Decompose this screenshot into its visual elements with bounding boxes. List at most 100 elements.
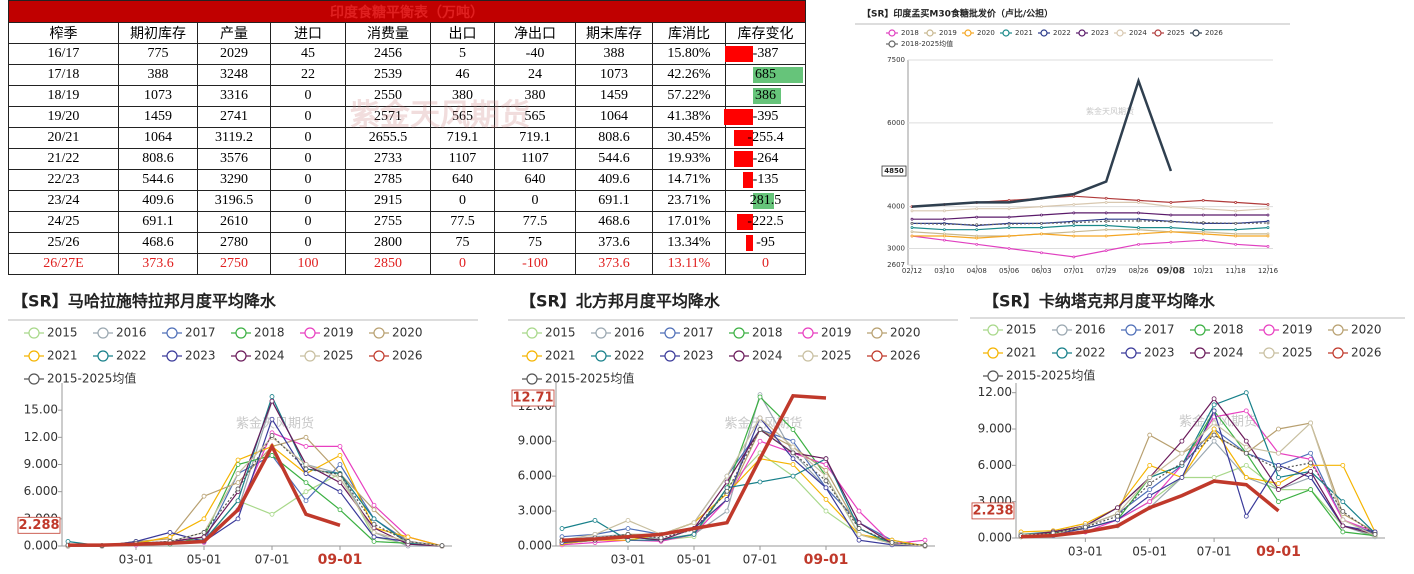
y-tick-label: 9.000 [978,422,1012,436]
y-tick-label: 4000 [887,203,905,211]
table-cell: 30.45% [652,127,726,149]
data-point [1072,234,1076,238]
legend-label: 2025 [1282,346,1313,360]
current-value-label: 2.238 [972,503,1013,518]
stock-change-cell: -222.5 [725,211,806,233]
current-value-box [881,165,907,177]
stock-change-value: 0 [762,256,769,271]
data-point [625,517,631,523]
legend-label: 2015 [47,326,78,340]
legend-marker [871,327,883,339]
legend-marker [1078,29,1086,37]
data-point [1276,481,1281,486]
data-point [1211,402,1217,408]
data-point [1072,230,1076,234]
data-point [1179,475,1185,480]
data-point [1201,207,1205,211]
data-point [1137,211,1140,215]
x-tick-label: 05/06 [999,267,1020,275]
table-row: 18/19 1073 3316 0 2550 380 380 1459 57.22% 386 [8,85,806,107]
legend-label: 2025 [323,349,354,363]
column-header: 榨季 [8,22,119,44]
data-point [823,456,829,462]
legend-label: 2023 [1144,346,1175,360]
data-point [790,462,796,467]
series-line [912,212,1268,220]
legend-marker [166,327,178,339]
series-line [912,201,1269,212]
x-tick-label: 10/21 [1193,267,1213,275]
legend-marker [1263,347,1275,359]
legend-marker [235,350,247,362]
header-row: 榨季 期初库存 产量 进口 消费量 出口 净出口 期末库存 库消比 库存变化 [8,22,806,44]
legend-label: 2020 [1351,323,1382,337]
legend-label: 2017 [683,326,714,340]
data-point [1072,194,1076,198]
data-point [303,471,309,476]
legend-label: 2018 [1213,323,1244,337]
y-tick-label: 3.000 [518,504,552,518]
data-point [1007,222,1011,226]
data-point [658,535,664,541]
data-point [625,526,631,531]
x-tick-label: 09-01 [318,552,363,568]
stock-change-value: 281.5 [749,193,782,208]
series-line [911,224,1269,231]
stock-change-cell: -255.4 [725,127,806,149]
legend-marker [987,324,999,336]
series-line [912,231,1268,239]
data-point [856,537,862,543]
data-point [303,498,309,504]
data-point [1276,450,1281,456]
data-point [592,517,598,523]
x-tick-label: 11/18 [1226,267,1246,275]
table-cell: 26/27E [8,253,119,275]
series-line [68,417,443,547]
data-point [1007,207,1011,211]
column-header: 期末库存 [575,22,653,44]
data-point [1340,508,1346,514]
series-line [911,235,1269,258]
x-tick-label: 05-01 [1132,545,1167,559]
data-point [1201,213,1205,217]
data-point [1276,466,1281,472]
data-point [1040,205,1043,209]
data-point [201,530,207,535]
y-tick-label: 6.000 [518,469,552,483]
data-point [1308,450,1314,456]
data-point [1040,251,1043,255]
legend-marker [1040,29,1048,37]
table-cell: 2550 [345,85,431,107]
stock-change-cell: 685 [725,64,806,86]
data-point [1266,245,1270,248]
data-point [303,443,309,449]
legend-marker [888,29,896,37]
legend-label: 2015-2025均值 [1006,368,1095,383]
data-point [1137,198,1140,202]
legend-label: 2020 [890,326,921,340]
table-row: 24/25 691.1 2610 0 2755 77.5 77.5 468.6 17.01% -2… [8,211,806,233]
legend-marker [1002,29,1010,37]
legend-label: 2026 [1351,346,1382,360]
data-point [691,520,697,526]
data-point [1243,444,1249,450]
data-point [405,534,411,540]
data-point [1179,450,1185,456]
data-point [1104,219,1108,223]
current-value-box [511,389,555,407]
data-point [1104,201,1108,204]
data-point [1169,213,1173,217]
series-line [911,195,1269,208]
legend-label: 2024 [752,349,783,363]
legend-label: 2019 [1282,323,1313,337]
table-row: 21/22 808.6 3576 0 2733 1107 1107 544.6 19.93% -2… [8,148,806,170]
data-point [1147,462,1153,468]
legend-label: 2022 [614,349,645,363]
table-cell: 13.11% [652,253,726,275]
data-point [1201,238,1205,242]
data-point [1169,240,1173,244]
legend-label: 2021 [47,349,78,363]
table-row: 25/26 468.6 2780 0 2800 75 75 373.6 13.34% -95 [8,232,806,254]
x-tick-label: 09-01 [1256,544,1301,560]
stock-change-value: -387 [752,46,779,61]
